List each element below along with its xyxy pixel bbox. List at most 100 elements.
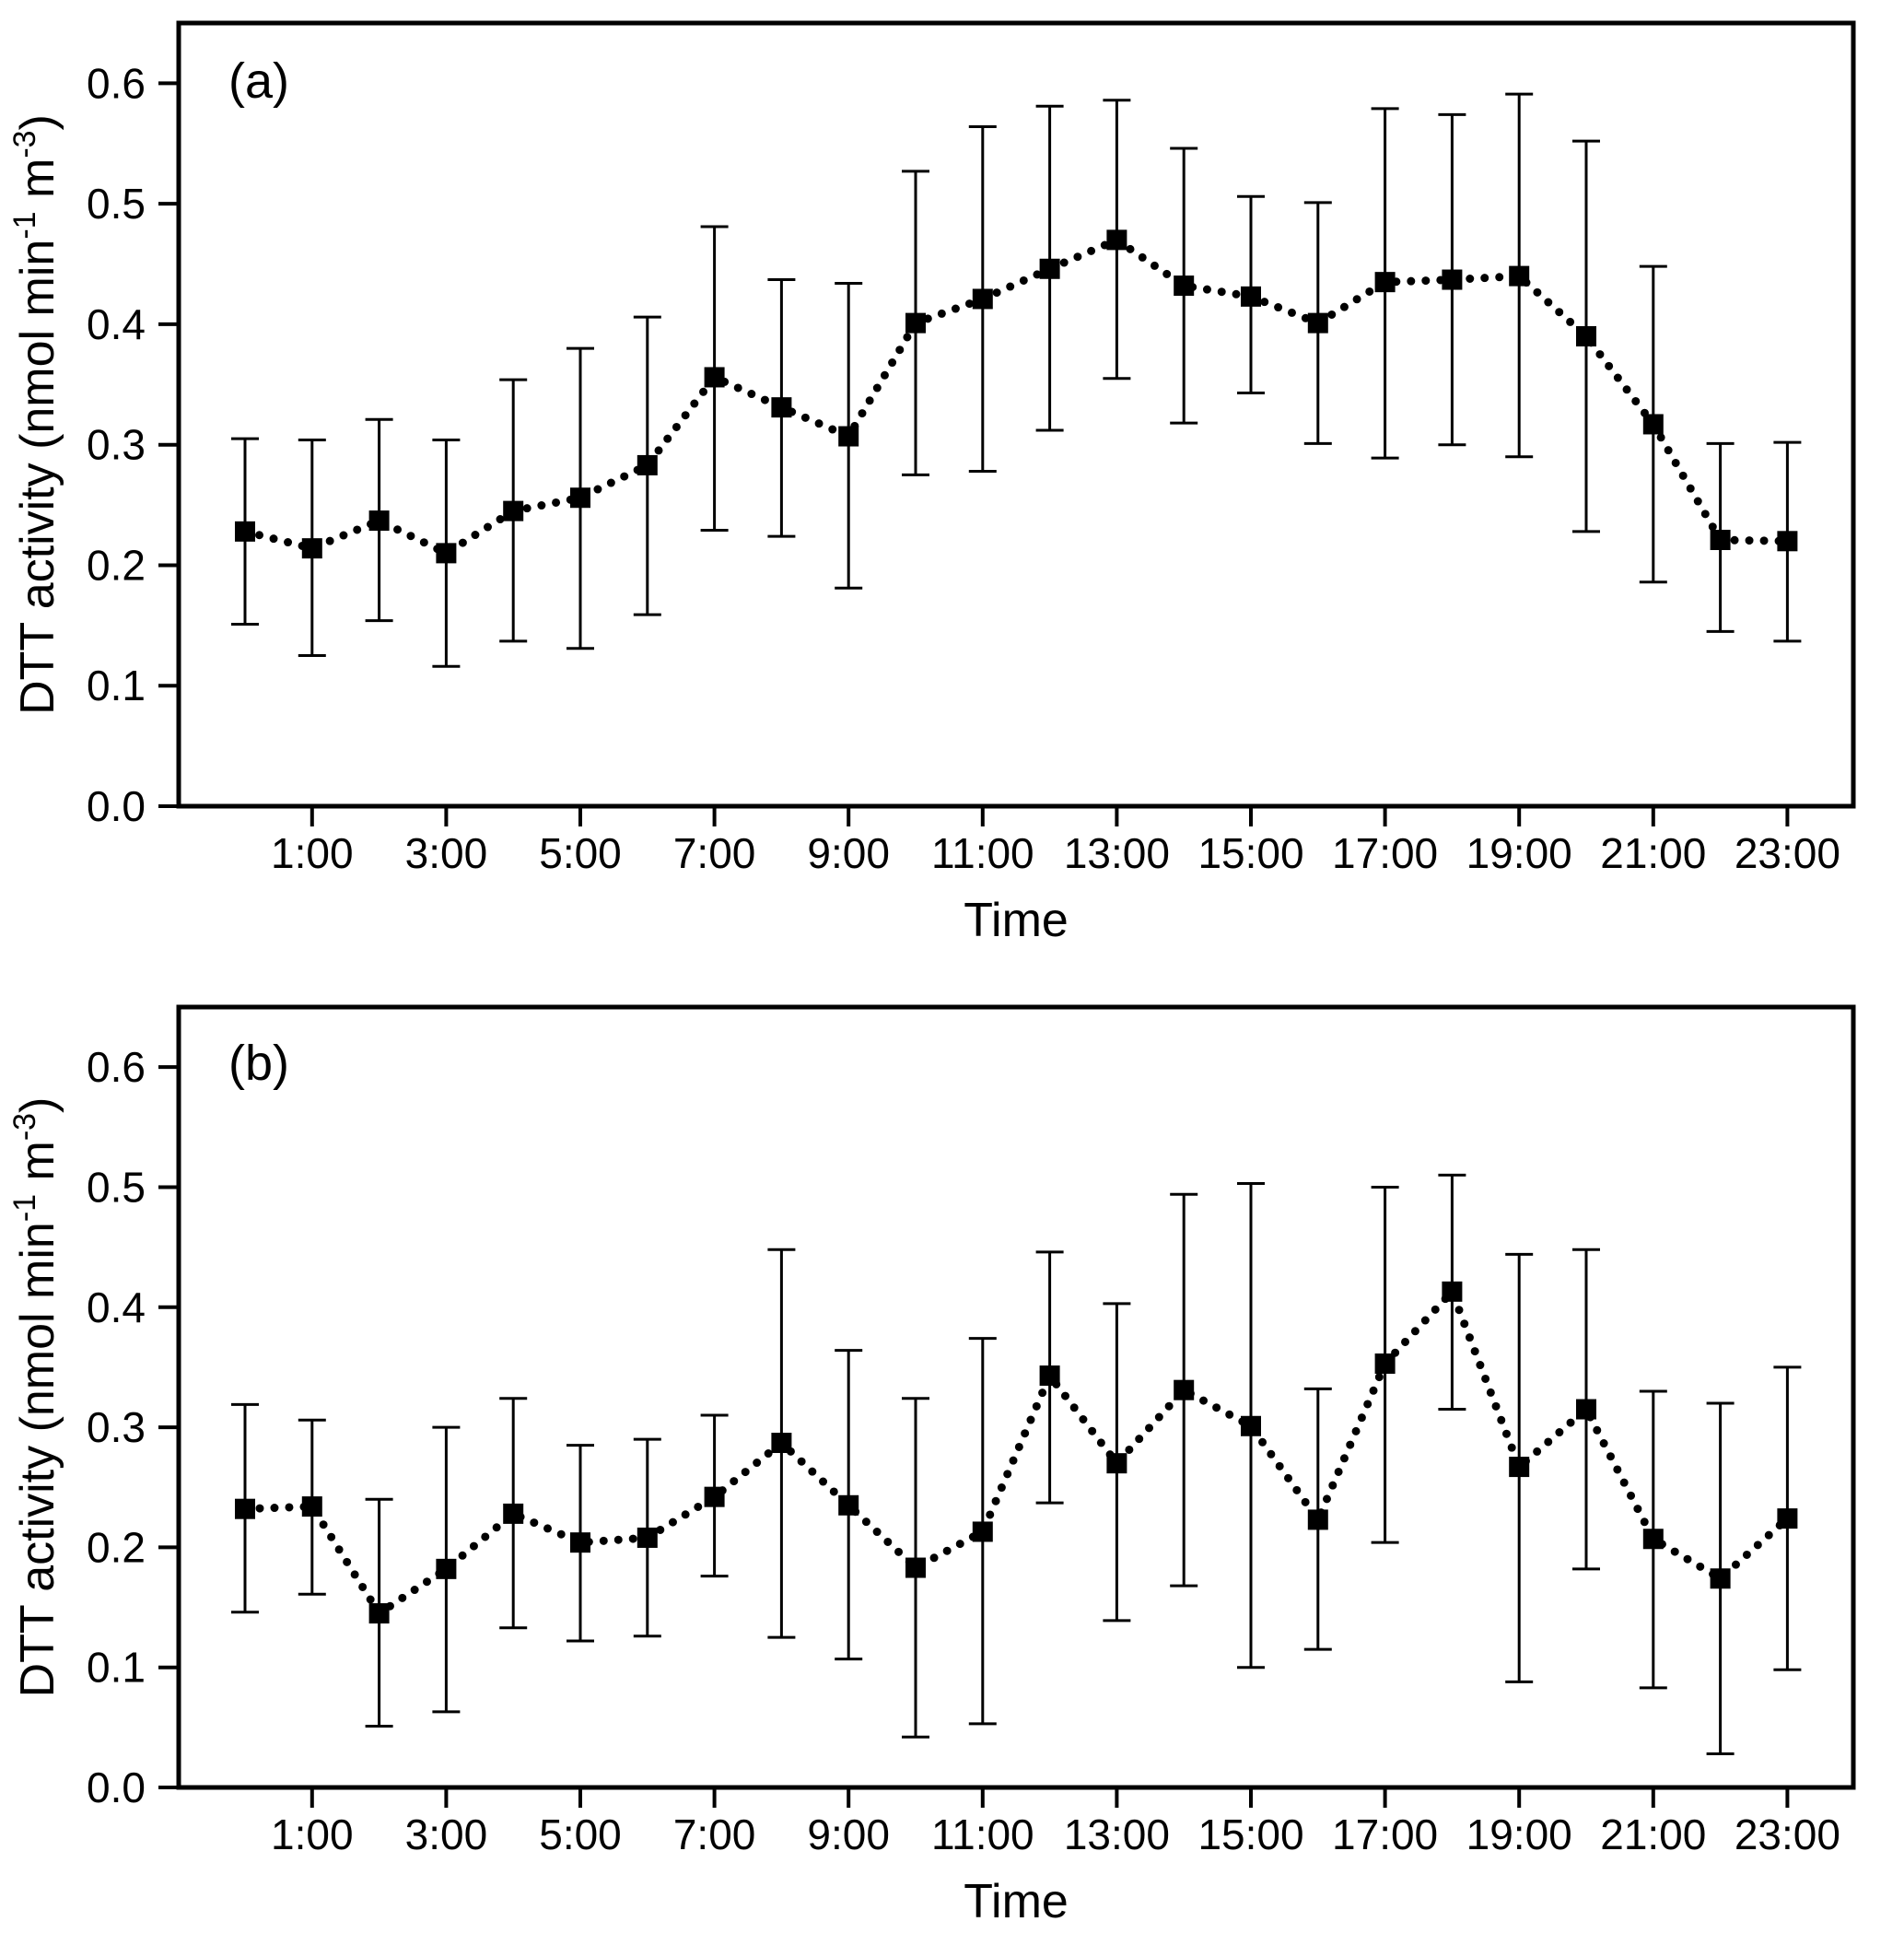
series-line	[240, 1283, 1792, 1620]
y-tick-label: 0.1	[87, 1644, 146, 1692]
y-tick-label: 0.5	[87, 1163, 146, 1211]
x-axis-title: Time	[964, 894, 1069, 947]
x-tick-label: 3:00	[405, 829, 488, 877]
x-tick-label: 19:00	[1466, 1810, 1572, 1858]
y-tick-label: 0.2	[87, 541, 146, 589]
x-tick-label: 23:00	[1735, 1810, 1840, 1858]
data-point-marker	[1642, 1529, 1664, 1550]
data-point-marker	[1442, 1281, 1463, 1302]
y-tick-label: 0.3	[87, 421, 146, 469]
y-tick-label: 0.0	[87, 782, 146, 830]
data-point-marker	[301, 1496, 322, 1517]
data-point-marker	[368, 510, 390, 532]
panel-a: 0.0 0.1 0.2 0.3 0.4 0.5 0.6 1:00 3:00 5:00 7:00 9:0…	[7, 20, 1856, 947]
data-point-marker	[771, 397, 792, 418]
data-point-marker	[1442, 269, 1463, 290]
data-point-marker	[1710, 530, 1731, 550]
x-tick-label: 1:00	[271, 1810, 354, 1858]
data-point-marker	[838, 1494, 859, 1516]
data-point-marker	[1174, 1379, 1195, 1400]
y-tick-label: 0.3	[87, 1403, 146, 1451]
data-point-marker	[838, 426, 859, 447]
x-tick-label: 19:00	[1466, 829, 1572, 877]
x-axis-title: Time	[964, 1875, 1069, 1928]
data-point-marker	[503, 1503, 524, 1524]
data-point-marker	[1039, 258, 1060, 279]
y-axis-title: DTT activity (nmol min-1 m-3)	[7, 1097, 64, 1698]
data-point-marker	[235, 521, 255, 542]
x-tick-label: 13:00	[1064, 829, 1170, 877]
data-point-marker	[1106, 229, 1127, 251]
plot-frame	[176, 20, 1856, 809]
x-tick-label: 11:00	[931, 829, 1034, 877]
x-tick-label: 9:00	[807, 1810, 890, 1858]
data-point-marker	[1642, 414, 1664, 435]
y-tick-label: 0.0	[87, 1763, 146, 1811]
data-point-marker	[503, 500, 524, 521]
data-point-marker	[1374, 272, 1396, 293]
panel-b: 0.0 0.1 0.2 0.3 0.4 0.5 0.6 1:00 3:00 5:00 7:00 9:0…	[7, 1004, 1856, 1928]
x-tick-label: 11:00	[931, 1810, 1034, 1858]
data-point-marker	[1576, 326, 1596, 346]
data-point-marker	[1174, 275, 1195, 297]
x-tick-label: 7:00	[673, 1810, 756, 1858]
x-tick-label: 23:00	[1735, 829, 1840, 877]
panel-label: (b)	[228, 1036, 289, 1091]
data-point-marker	[771, 1433, 792, 1454]
data-point-marker	[570, 1532, 590, 1553]
x-tick-label: 9:00	[807, 829, 890, 877]
y-tick-label: 0.4	[87, 1283, 146, 1331]
data-point-marker	[1106, 1453, 1127, 1474]
y-tick-label: 0.6	[87, 59, 146, 107]
x-tick-label: 5:00	[539, 1810, 622, 1858]
x-tick-label: 7:00	[673, 829, 756, 877]
data-point-marker	[301, 538, 322, 559]
data-point-marker	[1509, 1457, 1530, 1478]
data-point-marker	[704, 367, 725, 388]
data-point-marker	[972, 288, 993, 310]
panel-label: (a)	[228, 53, 289, 109]
data-point-marker	[1777, 531, 1798, 552]
data-point-marker	[235, 1498, 255, 1519]
data-point-marker	[905, 312, 926, 334]
x-tick-label: 5:00	[539, 829, 622, 877]
y-tick-label: 0.2	[87, 1523, 146, 1571]
x-tick-label: 1:00	[271, 829, 354, 877]
y-tick-label: 0.5	[87, 180, 146, 228]
data-point-marker	[1241, 1415, 1261, 1436]
y-axis-title: DTT activity (nmol min-1 m-3)	[7, 114, 64, 715]
x-tick-label: 15:00	[1197, 1810, 1303, 1858]
data-point-marker	[570, 487, 590, 509]
data-point-marker	[1039, 1365, 1060, 1387]
data-point-marker	[1307, 1509, 1328, 1530]
data-point-marker	[1509, 265, 1530, 287]
data-point-marker	[1777, 1508, 1798, 1529]
x-tick-label: 21:00	[1600, 1810, 1706, 1858]
series-line	[240, 235, 1792, 558]
data-point-marker	[1307, 312, 1328, 334]
x-tick-label: 3:00	[405, 1810, 488, 1858]
y-tick-label: 0.1	[87, 662, 146, 709]
data-point-marker	[905, 1557, 926, 1578]
data-point-marker	[1374, 1353, 1396, 1375]
y-tick-label: 0.6	[87, 1043, 146, 1091]
x-tick-label: 15:00	[1197, 829, 1303, 877]
data-point-marker	[704, 1486, 725, 1507]
x-tick-label: 21:00	[1600, 829, 1706, 877]
y-tick-label: 0.4	[87, 300, 146, 348]
data-point-marker	[972, 1521, 993, 1542]
data-point-marker	[1710, 1568, 1731, 1589]
data-point-marker	[436, 543, 457, 564]
data-point-marker	[637, 1527, 658, 1548]
data-point-marker	[1576, 1399, 1596, 1420]
x-tick-label: 13:00	[1064, 1810, 1170, 1858]
x-tick-label: 17:00	[1332, 1810, 1438, 1858]
data-point-marker	[368, 1603, 390, 1624]
data-point-marker	[1241, 286, 1261, 307]
data-point-marker	[436, 1558, 457, 1579]
x-tick-label: 17:00	[1332, 829, 1438, 877]
data-point-marker	[637, 454, 658, 475]
plot-frame	[176, 1004, 1856, 1790]
